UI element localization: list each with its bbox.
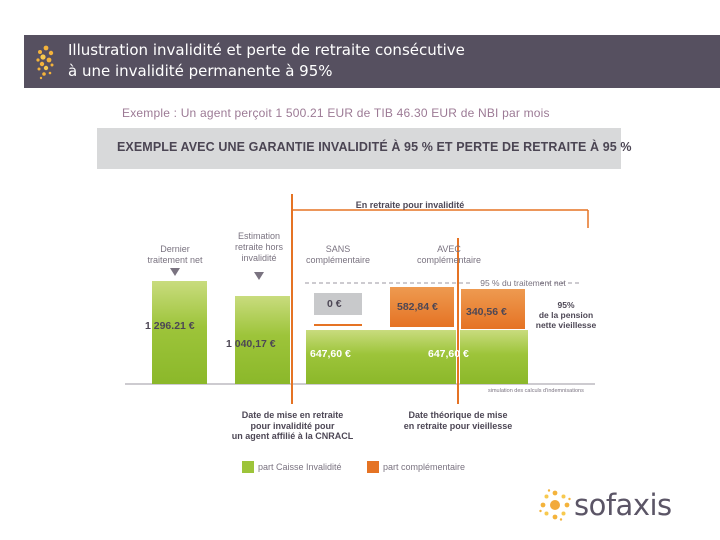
col1-label: Dernier traitement net — [147, 244, 203, 265]
value-estimation-retraite: 1 040,17 € — [226, 338, 276, 350]
bar-dernier-traitement — [152, 281, 207, 384]
legend-green-label: part Caisse Invalidité — [258, 462, 342, 472]
bar-caisse-vieillesse — [460, 330, 528, 384]
sofaxis-logo-icon — [539, 489, 571, 521]
sofaxis-logo: sofaxis — [538, 486, 672, 526]
retraite-label: En retraite pour invalidité — [355, 200, 465, 210]
bar-avec-complement — [390, 287, 454, 327]
page-title-line1: Illustration invalidité et perte de retr… — [68, 41, 465, 59]
col4-label: AVEC complémentaire — [416, 244, 482, 265]
diagram-banner: EXEMPLE AVEC UNE GARANTIE INVALIDITÉ À 9… — [97, 128, 631, 169]
date-retraite-invalidite: Date de mise en retraite pour invalidité… — [231, 410, 354, 441]
bar-sans-orange-line — [314, 324, 362, 326]
value-sans-bottom: 647,60 € — [310, 348, 351, 360]
bar-sans-complement-top — [314, 293, 362, 315]
bar-complement-vieillesse — [461, 289, 525, 329]
value-sans-top: 0 € — [327, 298, 342, 310]
legend-orange-swatch — [367, 461, 379, 473]
col2-arrow-icon — [254, 272, 264, 280]
value-avec-bottom: 647,60 € — [428, 348, 469, 360]
bar-estimation-retraite — [235, 296, 290, 384]
col2-label: Estimation retraite hors invalidité — [234, 231, 284, 263]
page-title: Illustration invalidité et perte de retr… — [68, 40, 708, 82]
value-dernier-traitement: 1 296.21 € — [145, 320, 195, 332]
date-retraite-vieillesse: Date théorique de mise en retraite pour … — [403, 410, 513, 431]
reference-line-label: 95 % du traitement net — [480, 278, 566, 288]
example-text: Exemple : Un agent perçoit 1 500.21 EUR … — [122, 106, 550, 120]
legend-orange-label: part complémentaire — [383, 462, 466, 472]
page-title-line2: à une invalidité permanente à 95% — [68, 62, 333, 80]
sofaxis-sun-icon — [36, 45, 54, 80]
banner-title: EXEMPLE AVEC UNE GARANTIE INVALIDITÉ À 9… — [117, 140, 632, 154]
col1-arrow-icon — [170, 268, 180, 276]
simulation-note: simulation des calculs d'indemnisations — [488, 388, 584, 394]
header-bar: Illustration invalidité et perte de retr… — [24, 35, 720, 88]
col3-label: SANS complémentaire — [305, 244, 371, 265]
value-complement-vieillesse: 340,56 € — [466, 306, 507, 318]
legend-green-swatch — [242, 461, 254, 473]
bar-caisse-invalidite — [306, 330, 456, 384]
side-pension-label: 95% de la pension nette vieillesse — [535, 300, 597, 330]
sofaxis-logo-text: sofaxis — [574, 488, 672, 522]
value-avec-orange: 582,84 € — [397, 301, 438, 313]
